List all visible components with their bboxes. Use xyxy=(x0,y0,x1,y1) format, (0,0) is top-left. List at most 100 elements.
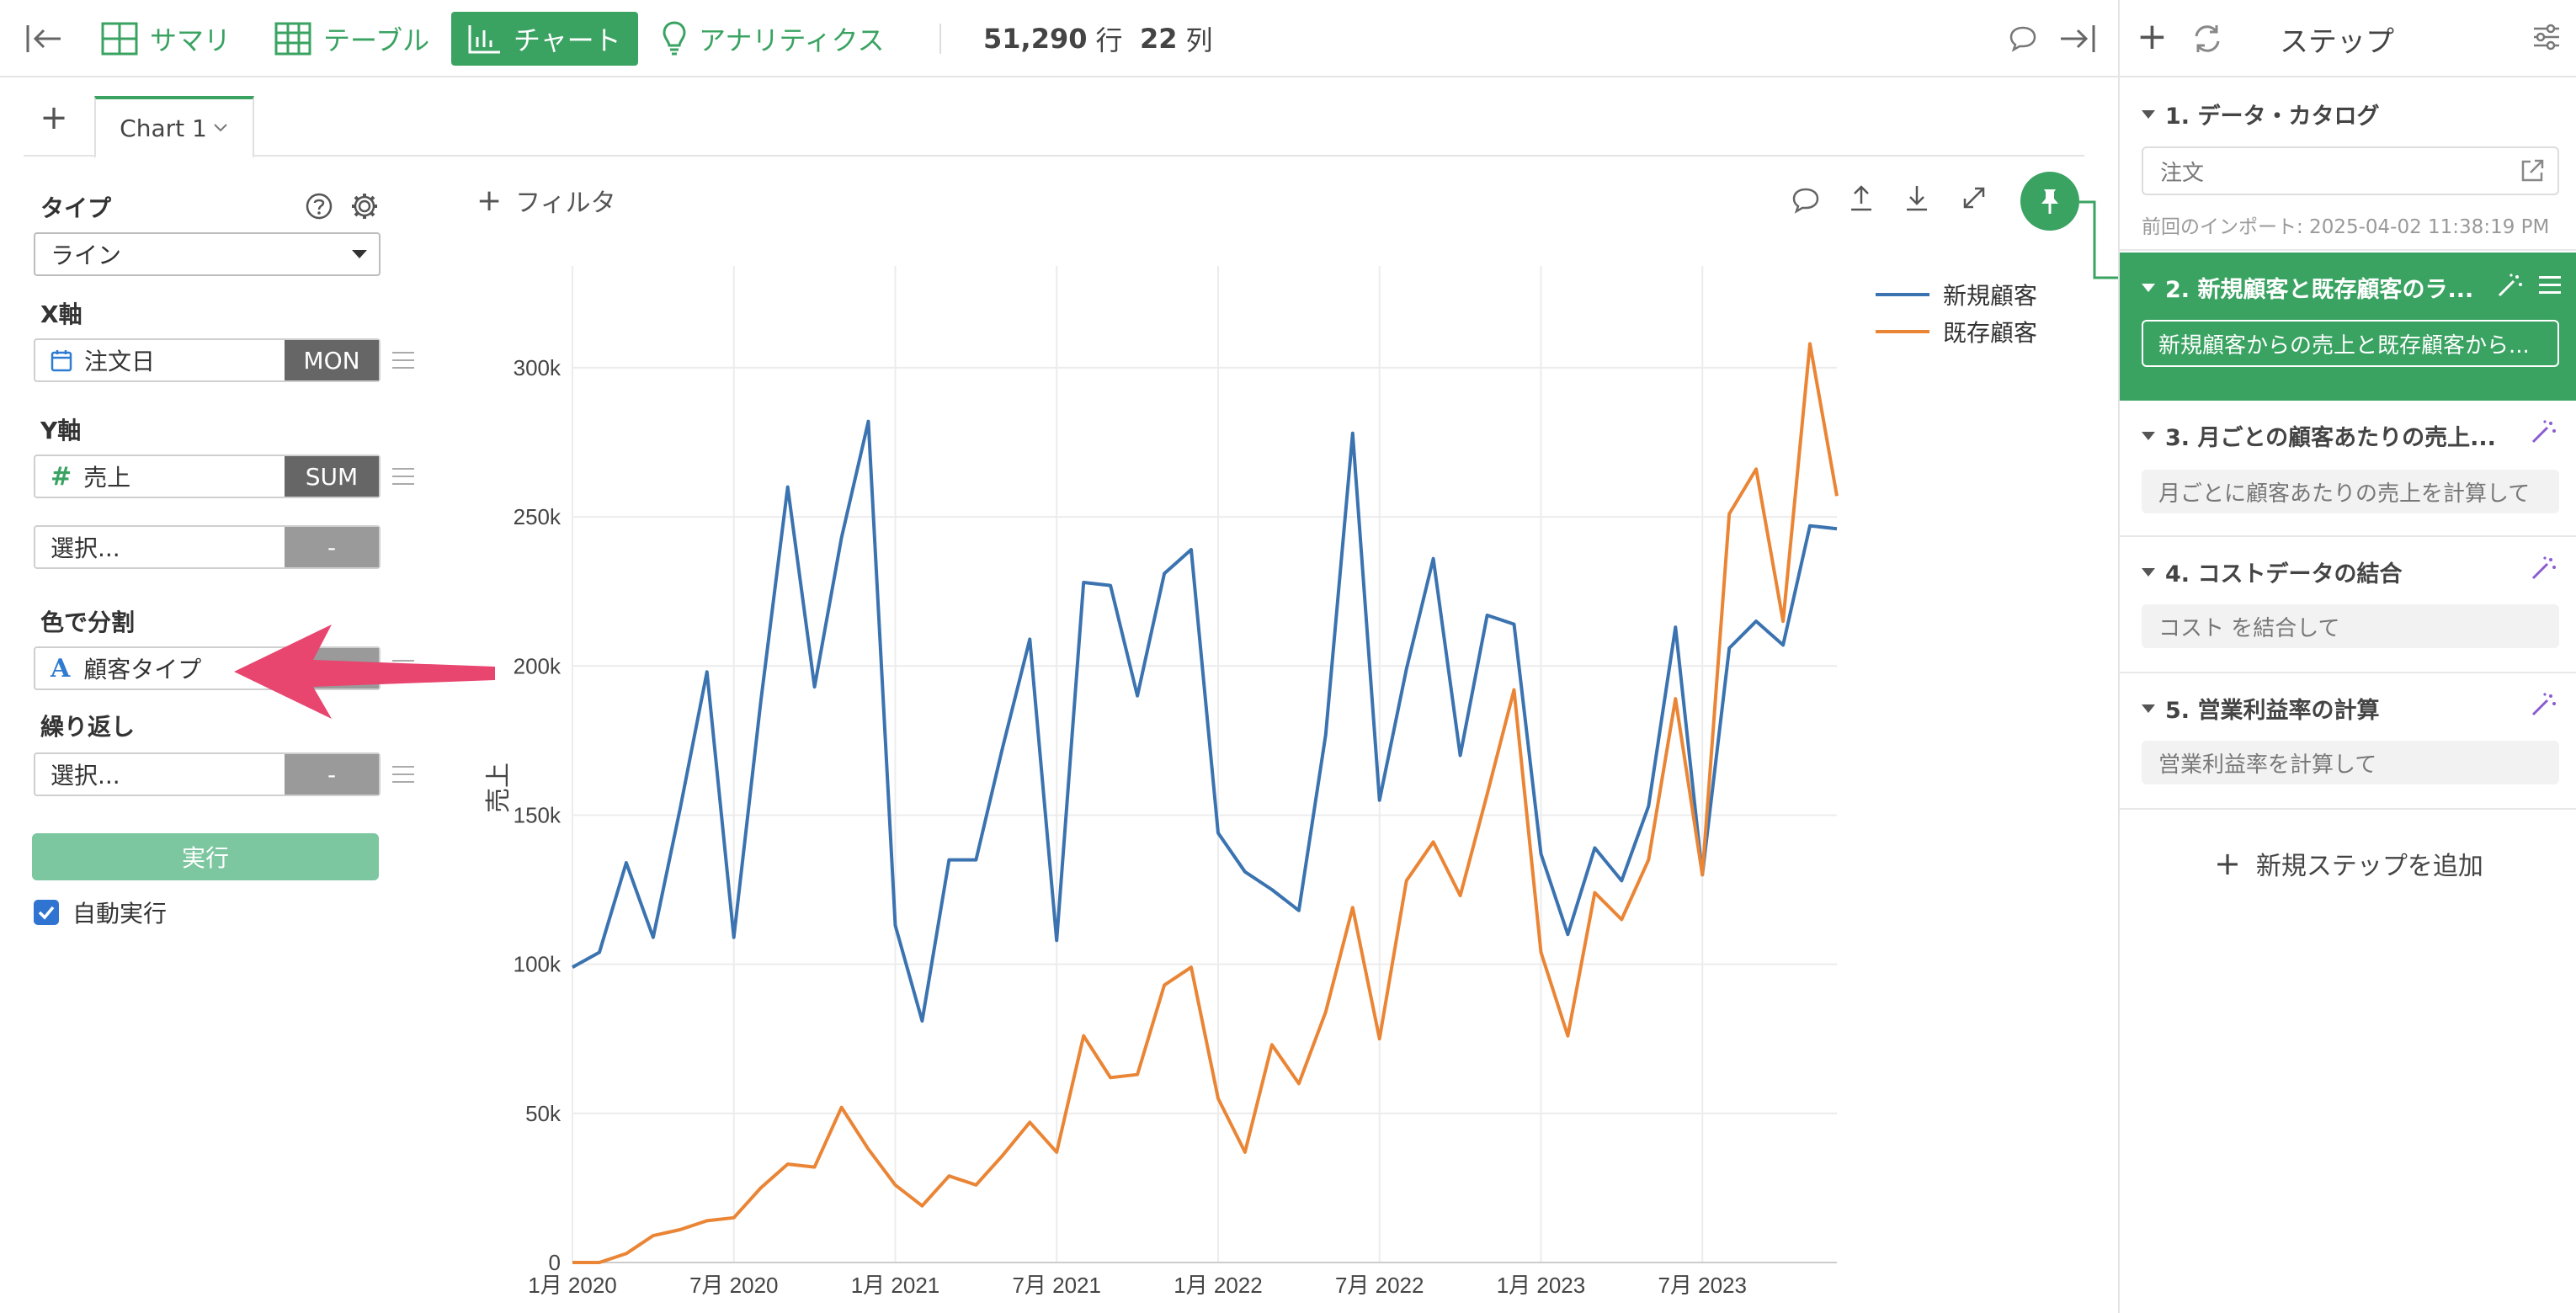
auto-run-checkbox[interactable] xyxy=(34,900,59,925)
step-4-description[interactable]: コスト を結合して xyxy=(2142,604,2559,648)
tab-analytics-label: アナリティクス xyxy=(699,24,885,56)
legend-item-existing-customers: 既存顧客 xyxy=(1876,313,2037,350)
line-chart: 売上 1月 2020 7月 2020 1月 2021 7月 2021 1月 2022 7月… xyxy=(485,266,1839,1298)
step-2-title[interactable]: 2. 新規顧客と既存顧客のラ... xyxy=(2142,271,2473,304)
legend-swatch-new xyxy=(1876,293,1929,296)
auto-run-label: 自動実行 xyxy=(72,900,168,928)
x-axis-label: X軸 xyxy=(40,300,82,328)
step-3-description[interactable]: 月ごとに顧客あたりの売上を計算して xyxy=(2142,470,2559,513)
y-axis-second-field[interactable]: 選択... - xyxy=(34,525,381,569)
y-tick-label: 200k xyxy=(514,653,562,678)
y-axis-field[interactable]: # 売上 SUM xyxy=(34,454,381,498)
refresh-icon[interactable] xyxy=(2190,22,2224,61)
tab-table-label: テーブル xyxy=(323,24,430,56)
magic-wand-icon[interactable] xyxy=(2531,556,2557,581)
tab-chart-1[interactable]: Chart 1 xyxy=(94,96,254,158)
download-icon[interactable] xyxy=(1904,183,1929,218)
caret-down-icon xyxy=(352,250,367,258)
magic-wand-icon[interactable] xyxy=(2497,273,2524,298)
step-5-title[interactable]: 5. 営業利益率の計算 xyxy=(2142,692,2379,725)
step-1-source-name: 注文 xyxy=(2160,160,2205,186)
add-chart-tab-button[interactable]: + xyxy=(40,98,68,137)
bar-chart-icon xyxy=(468,25,500,54)
row-count: 51,290 行 xyxy=(983,19,1123,59)
step-2-title-text: 2. 新規顧客と既存顧客のラ... xyxy=(2165,277,2474,303)
collapse-triangle-icon xyxy=(2142,431,2155,440)
step-3[interactable]: 3. 月ごとの顧客あたりの売上... 月ごとに顧客あたりの売上を計算して xyxy=(2120,401,2576,537)
step-4-title-text: 4. コストデータの結合 xyxy=(2165,561,2403,587)
y-axis-title: 売上 xyxy=(485,763,513,813)
step-2-active[interactable]: 2. 新規顧客と既存顧客のラ... 新規顧客からの売上と既存顧客から... xyxy=(2120,252,2576,401)
step-1-title[interactable]: 1. データ・カタログ xyxy=(2142,98,2379,130)
x-axis-aggregation-button[interactable]: MON xyxy=(285,340,379,380)
collapse-right-icon[interactable] xyxy=(2059,24,2096,60)
y-axis-drag-handle-icon[interactable] xyxy=(392,468,414,485)
repeat-aggregation[interactable]: - xyxy=(285,754,379,795)
chart-config-panel: タイプ ライン X軸 注文日 MON Y軸 # 売上 SUM 選択... - 色… xyxy=(24,157,495,1313)
repeat-drag-handle-icon[interactable] xyxy=(392,766,414,783)
tab-summary-label: サマリ xyxy=(150,24,232,56)
series-line-existing-customers xyxy=(572,342,1839,1264)
upload-icon[interactable] xyxy=(1849,183,1874,218)
step-menu-icon[interactable] xyxy=(2539,276,2561,294)
external-link-icon[interactable] xyxy=(2519,157,2546,184)
chart-type-value: ライン xyxy=(51,242,122,269)
magic-wand-icon[interactable] xyxy=(2531,419,2557,444)
x-tick-label: 1月 2023 xyxy=(1497,1273,1586,1298)
chevron-down-icon xyxy=(214,124,227,132)
y-tick-label: 300k xyxy=(514,355,562,380)
step-3-title[interactable]: 3. 月ごとの顧客あたりの売上... xyxy=(2142,419,2496,452)
chart-comment-icon[interactable] xyxy=(1791,187,1820,220)
step-5-description[interactable]: 営業利益率を計算して xyxy=(2142,741,2559,784)
steps-panel-title: ステップ xyxy=(2280,25,2394,59)
add-step-icon[interactable]: + xyxy=(2137,15,2168,58)
step-4-title[interactable]: 4. コストデータの結合 xyxy=(2142,556,2402,588)
chart-type-select[interactable]: ライン xyxy=(34,232,381,276)
step-4[interactable]: 4. コストデータの結合 コスト を結合して xyxy=(2120,537,2576,673)
pin-icon xyxy=(2041,189,2058,214)
y-axis-label: Y軸 xyxy=(40,417,82,444)
repeat-label: 繰り返し xyxy=(40,713,136,741)
collapse-triangle-icon xyxy=(2142,567,2155,577)
steps-panel: + ステップ 1. データ・カタログ 注文 前回のインポート: 2025-04-… xyxy=(2118,0,2576,1313)
run-button[interactable]: 実行 xyxy=(32,833,379,880)
filter-settings-icon[interactable] xyxy=(2532,24,2561,56)
settings-gear-icon[interactable] xyxy=(350,192,379,226)
x-tick-label: 7月 2023 xyxy=(1658,1273,1747,1298)
x-axis-field[interactable]: 注文日 MON xyxy=(34,338,381,382)
x-axis-field-name: 注文日 xyxy=(84,348,156,375)
step-5-title-text: 5. 営業利益率の計算 xyxy=(2165,698,2380,724)
collapse-left-icon[interactable] xyxy=(25,24,62,60)
comment-icon[interactable] xyxy=(2009,25,2037,58)
tab-table[interactable]: テーブル xyxy=(274,12,429,66)
step-1-source-field[interactable]: 注文 xyxy=(2142,146,2559,195)
expand-icon[interactable] xyxy=(1961,185,1987,216)
y-axis-field-name: 売上 xyxy=(83,464,131,492)
column-count-value: 22 xyxy=(1140,23,1178,55)
magic-wand-icon[interactable] xyxy=(2531,692,2557,717)
add-new-step-button[interactable]: + 新規ステップを追加 xyxy=(2120,838,2576,889)
step-1[interactable]: 1. データ・カタログ 注文 前回のインポート: 2025-04-02 11:3… xyxy=(2120,79,2576,251)
help-icon[interactable] xyxy=(305,192,333,226)
plus-icon: + xyxy=(2214,845,2241,882)
plus-icon: + xyxy=(476,183,503,218)
step-5[interactable]: 5. 営業利益率の計算 営業利益率を計算して xyxy=(2120,673,2576,810)
checkmark-icon xyxy=(38,906,55,920)
tab-summary[interactable]: サマリ xyxy=(101,12,231,66)
collapse-triangle-icon xyxy=(2142,109,2155,119)
repeat-field[interactable]: 選択... - xyxy=(34,752,381,796)
x-axis-drag-handle-icon[interactable] xyxy=(392,352,414,369)
y-tick-label: 150k xyxy=(514,802,562,827)
y-axis-aggregation-button[interactable]: SUM xyxy=(285,456,379,497)
tab-chart[interactable]: チャート xyxy=(451,12,638,66)
x-tick-label: 7月 2021 xyxy=(1012,1273,1101,1298)
top-toolbar: サマリ テーブル チャート アナリティクス 51,290 行 22 列 xyxy=(0,0,2118,77)
add-new-step-label: 新規ステップを追加 xyxy=(2255,852,2483,881)
x-tick-label: 1月 2022 xyxy=(1174,1273,1263,1298)
step-2-description[interactable]: 新規顧客からの売上と既存顧客から... xyxy=(2142,320,2559,367)
add-filter-button[interactable]: + フィルタ xyxy=(476,182,616,219)
x-tick-label: 7月 2022 xyxy=(1335,1273,1424,1298)
y-axis-second-aggregation[interactable]: - xyxy=(285,527,379,567)
tab-analytics[interactable]: アナリティクス xyxy=(662,12,884,66)
pin-button[interactable] xyxy=(2020,172,2079,231)
